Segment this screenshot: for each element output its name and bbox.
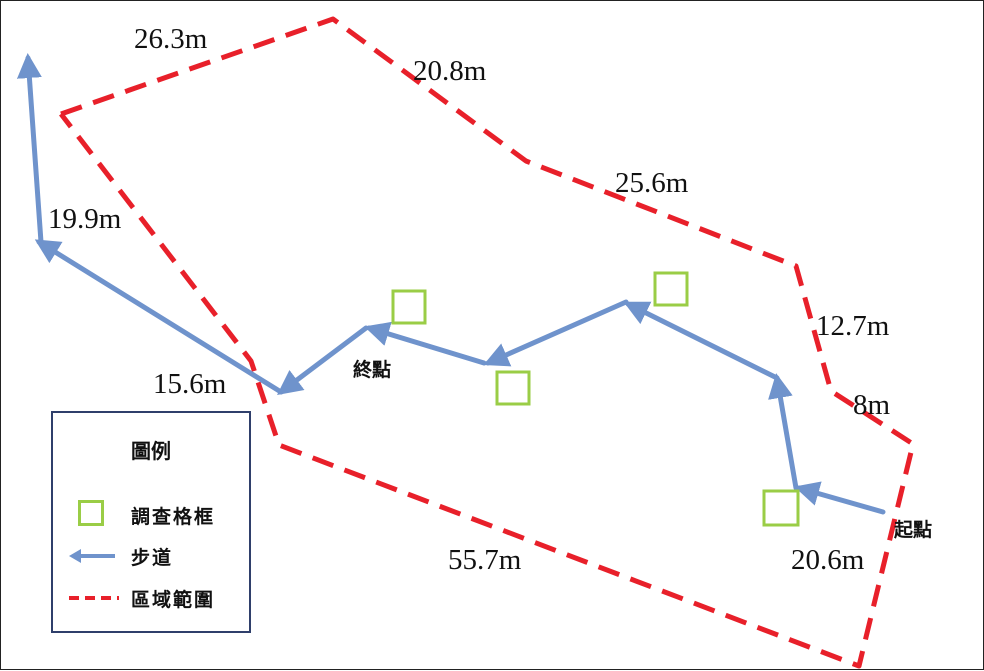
trail-segment <box>794 481 886 515</box>
distance-label: 25.6m <box>615 167 689 199</box>
distance-label: 12.7m <box>816 310 890 342</box>
survey-plot <box>762 489 800 527</box>
survey-plot <box>653 271 689 307</box>
trail-segment <box>768 373 799 491</box>
legend-item-survey-plot: 調查格框 <box>67 500 215 530</box>
distance-label: 15.6m <box>153 368 227 400</box>
distance-label: 20.8m <box>413 55 487 87</box>
dashed-line-icon <box>67 583 119 613</box>
legend-label: 區域範圍 <box>131 588 216 611</box>
survey-plot <box>391 289 427 325</box>
trail <box>16 53 886 515</box>
trail-segment <box>34 239 284 395</box>
trail-segment <box>483 299 629 367</box>
area-boundary <box>59 16 916 669</box>
distance-label: 26.3m <box>134 23 208 55</box>
end-point-label: 終點 <box>353 358 391 381</box>
distance-label: 55.7m <box>448 544 522 576</box>
distance-label: 8m <box>853 389 891 421</box>
survey-plot <box>495 370 531 406</box>
legend-label: 調查格框 <box>131 505 216 528</box>
distance-label: 20.6m <box>791 544 865 576</box>
legend-item-area-boundary: 區域範圍 <box>67 583 215 613</box>
trail-segment <box>364 321 487 366</box>
trail-segment <box>277 325 369 396</box>
trail-arrow-icon <box>67 541 119 571</box>
legend-item-trail: 步道 <box>67 541 173 571</box>
legend-title: 圖例 <box>131 439 171 463</box>
trail-segment <box>16 53 44 245</box>
start-point-label: 起點 <box>893 518 932 541</box>
legend: 圖例 調查格框 步道 區域範圍 <box>51 411 251 633</box>
legend-label: 步道 <box>131 546 174 569</box>
survey-plots <box>391 271 800 527</box>
trail-segment <box>623 301 780 381</box>
distance-label: 19.9m <box>48 203 122 235</box>
survey-plot-icon <box>67 500 119 530</box>
